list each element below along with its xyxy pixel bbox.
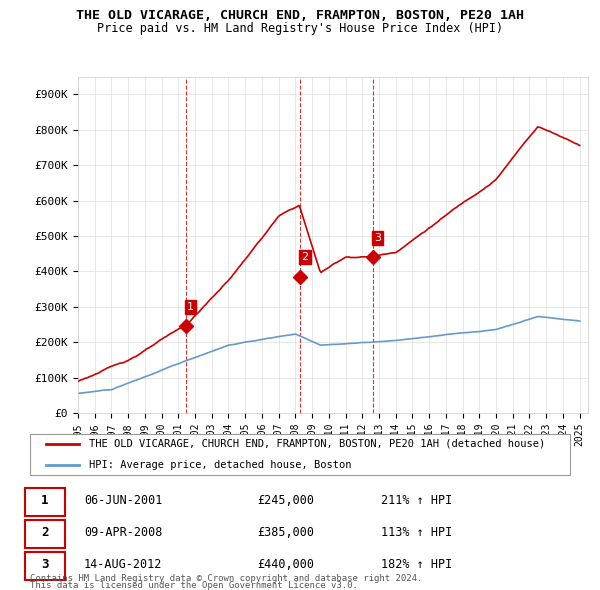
Text: 1: 1 — [41, 494, 49, 507]
Text: 113% ↑ HPI: 113% ↑ HPI — [381, 526, 452, 539]
Text: HPI: Average price, detached house, Boston: HPI: Average price, detached house, Bost… — [89, 460, 352, 470]
Text: 09-APR-2008: 09-APR-2008 — [84, 526, 163, 539]
Text: Price paid vs. HM Land Registry's House Price Index (HPI): Price paid vs. HM Land Registry's House … — [97, 22, 503, 35]
Text: 2: 2 — [41, 526, 49, 539]
Text: THE OLD VICARAGE, CHURCH END, FRAMPTON, BOSTON, PE20 1AH (detached house): THE OLD VICARAGE, CHURCH END, FRAMPTON, … — [89, 439, 545, 449]
Text: 2: 2 — [301, 253, 308, 262]
Text: £440,000: £440,000 — [257, 559, 314, 572]
Text: 1: 1 — [187, 302, 194, 312]
Text: 14-AUG-2012: 14-AUG-2012 — [84, 559, 163, 572]
Text: 06-JUN-2001: 06-JUN-2001 — [84, 494, 163, 507]
Text: Contains HM Land Registry data © Crown copyright and database right 2024.: Contains HM Land Registry data © Crown c… — [30, 574, 422, 583]
Text: £385,000: £385,000 — [257, 526, 314, 539]
FancyBboxPatch shape — [25, 487, 65, 516]
FancyBboxPatch shape — [30, 434, 570, 475]
Text: 3: 3 — [374, 233, 381, 242]
Text: £245,000: £245,000 — [257, 494, 314, 507]
Text: 3: 3 — [41, 559, 49, 572]
Text: THE OLD VICARAGE, CHURCH END, FRAMPTON, BOSTON, PE20 1AH: THE OLD VICARAGE, CHURCH END, FRAMPTON, … — [76, 9, 524, 22]
Text: This data is licensed under the Open Government Licence v3.0.: This data is licensed under the Open Gov… — [30, 581, 358, 590]
FancyBboxPatch shape — [25, 520, 65, 548]
Text: 182% ↑ HPI: 182% ↑ HPI — [381, 559, 452, 572]
FancyBboxPatch shape — [25, 552, 65, 580]
Text: 211% ↑ HPI: 211% ↑ HPI — [381, 494, 452, 507]
